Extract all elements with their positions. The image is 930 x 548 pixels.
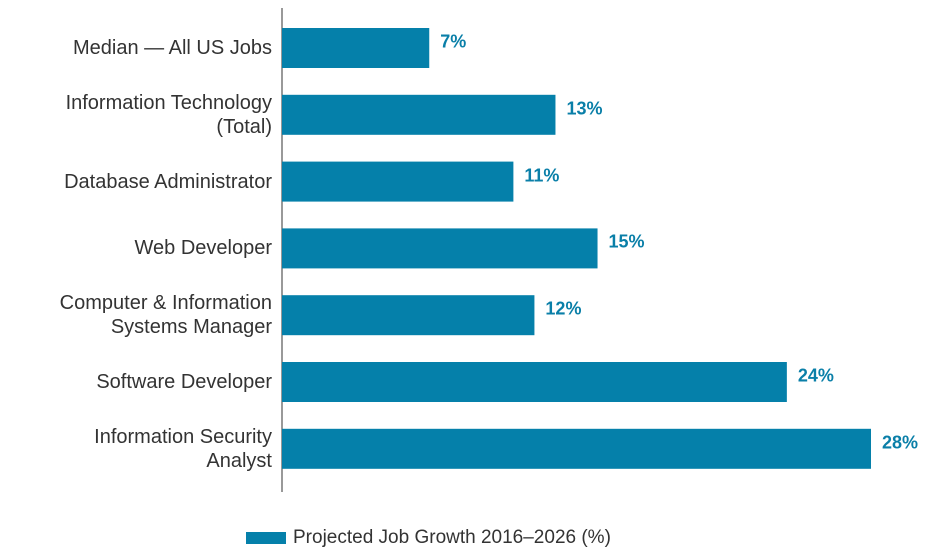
y-tick-label: Computer & Information Systems Manager xyxy=(59,292,272,339)
data-label: 12% xyxy=(545,298,582,319)
legend: Projected Job Growth 2016–2026 (%) xyxy=(246,527,611,548)
y-tick-label: Software Developer xyxy=(96,371,272,393)
y-tick-label: Information Security Analyst xyxy=(94,425,272,472)
y-tick-label: Web Developer xyxy=(134,237,272,260)
bar xyxy=(282,362,787,402)
legend-label: Projected Job Growth 2016–2026 (%) xyxy=(293,527,611,548)
bar xyxy=(282,428,871,469)
bar xyxy=(282,94,556,135)
bar xyxy=(282,28,430,68)
data-label: 28% xyxy=(882,432,919,453)
data-label: 24% xyxy=(797,365,834,386)
legend-swatch xyxy=(246,532,286,544)
bar xyxy=(282,228,598,269)
y-tick-label: Information Technology (Total) xyxy=(65,91,272,138)
data-label: 15% xyxy=(608,231,645,252)
data-label: 11% xyxy=(524,165,560,186)
bar xyxy=(282,295,535,336)
bar xyxy=(282,161,514,202)
y-tick-label: Median — All US Jobs xyxy=(73,37,272,59)
data-label: 7% xyxy=(440,31,467,52)
data-label: 13% xyxy=(566,98,603,119)
y-tick-label: Database Administrator xyxy=(64,170,272,193)
